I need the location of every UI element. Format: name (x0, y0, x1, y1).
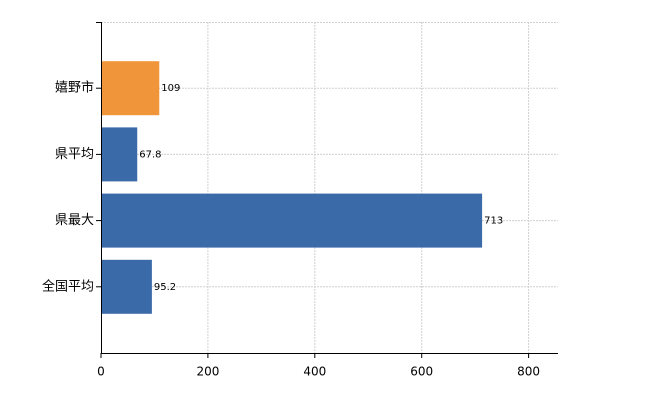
y-tick-label: 嬉野市 (55, 80, 94, 96)
value-label: 109 (161, 83, 180, 94)
y-tick-label: 県最大 (55, 213, 94, 228)
x-tick-label: 400 (303, 365, 326, 379)
y-tick-label: 県平均 (55, 147, 94, 162)
x-tick-label: 200 (196, 365, 219, 379)
x-tick-label: 0 (97, 365, 105, 379)
y-tick-label: 全国平均 (42, 278, 94, 294)
x-tick-label: 800 (517, 365, 540, 379)
bar (101, 127, 138, 182)
bar (101, 259, 152, 314)
bar (101, 193, 483, 248)
bar (101, 61, 160, 116)
value-label: 713 (484, 216, 503, 227)
x-tick-label: 600 (410, 365, 433, 379)
value-label: 67.8 (139, 149, 161, 160)
value-label: 95.2 (154, 282, 176, 293)
